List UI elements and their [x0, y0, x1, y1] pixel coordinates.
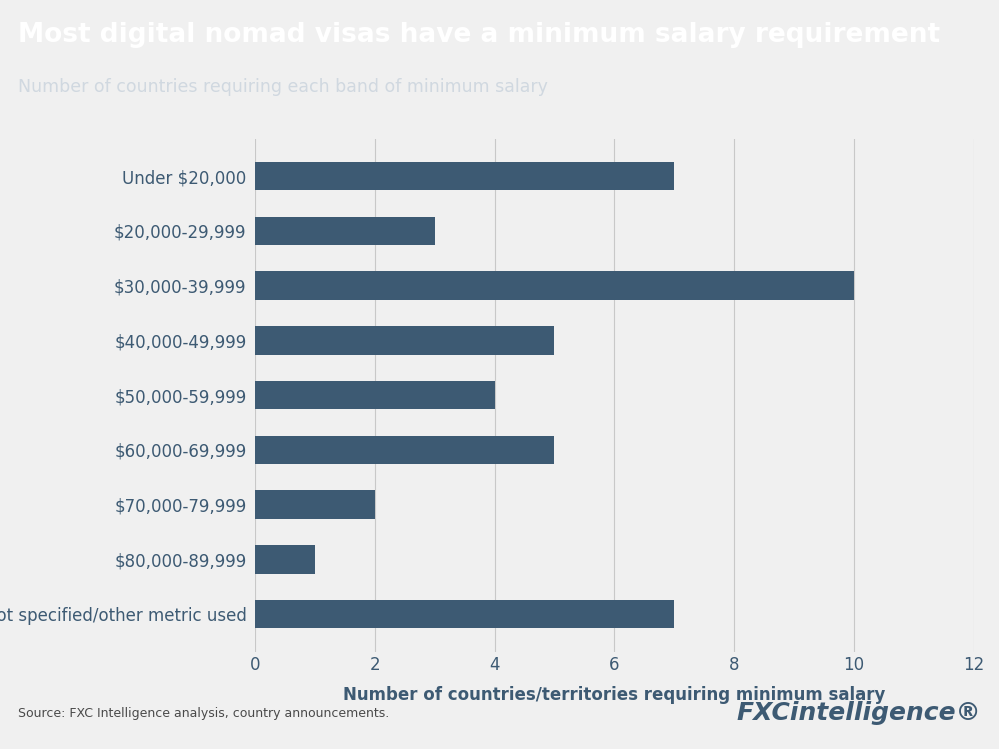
Text: Number of countries requiring each band of minimum salary: Number of countries requiring each band …: [18, 78, 547, 96]
Bar: [255, 162, 674, 190]
Bar: [255, 216, 435, 245]
Bar: [255, 326, 554, 354]
Text: Source: FXC Intelligence analysis, country announcements.: Source: FXC Intelligence analysis, count…: [18, 706, 390, 720]
Bar: [255, 436, 554, 464]
Text: Most digital nomad visas have a minimum salary requirement: Most digital nomad visas have a minimum …: [18, 22, 940, 48]
Bar: [255, 271, 854, 300]
Bar: [255, 600, 674, 628]
X-axis label: Number of countries/territories requiring minimum salary: Number of countries/territories requirin…: [344, 685, 885, 703]
Text: FXCintelligence®: FXCintelligence®: [736, 701, 981, 725]
Bar: [255, 545, 315, 574]
Bar: [255, 491, 375, 519]
Bar: [255, 380, 495, 410]
